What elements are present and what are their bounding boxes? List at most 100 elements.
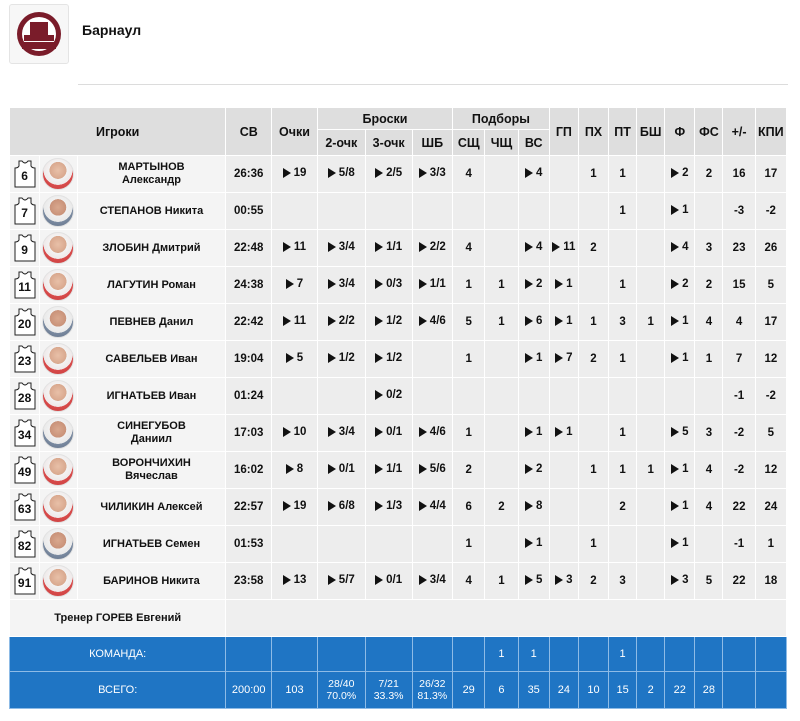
play-icon[interactable] bbox=[375, 242, 384, 252]
play-icon[interactable] bbox=[555, 316, 564, 326]
player-name[interactable]: СТЕПАНОВ Никита bbox=[76, 192, 227, 230]
player-photo[interactable] bbox=[39, 340, 78, 378]
avatar[interactable] bbox=[42, 380, 75, 412]
player-photo[interactable] bbox=[39, 303, 78, 341]
play-icon[interactable] bbox=[327, 242, 336, 252]
stat-reb[interactable]: 1 bbox=[517, 340, 550, 378]
avatar[interactable] bbox=[42, 343, 75, 375]
stat-f[interactable]: 1 bbox=[664, 340, 696, 378]
play-icon[interactable] bbox=[418, 168, 427, 178]
play-icon[interactable] bbox=[285, 279, 294, 289]
stat-f[interactable]: 1 bbox=[664, 192, 696, 230]
stat-f[interactable]: 2 bbox=[664, 266, 696, 304]
play-icon[interactable] bbox=[282, 316, 291, 326]
player-name[interactable]: САВЕЛЬЕВ Иван bbox=[76, 340, 227, 378]
stat-f[interactable]: 3 bbox=[664, 562, 696, 600]
play-icon[interactable] bbox=[524, 316, 533, 326]
col-fouls[interactable]: Ф bbox=[664, 107, 696, 156]
col-turnovers[interactable]: ПХ bbox=[577, 107, 610, 156]
player-photo[interactable] bbox=[39, 451, 78, 489]
play-icon[interactable] bbox=[282, 242, 291, 252]
player-name-line1[interactable]: ЛАГУТИН Роман bbox=[107, 278, 196, 291]
stat-f[interactable]: 1 bbox=[664, 488, 696, 526]
play-icon[interactable] bbox=[375, 575, 384, 585]
avatar[interactable] bbox=[42, 491, 75, 523]
stat-reb[interactable]: 1 bbox=[517, 525, 550, 563]
player-name-line1[interactable]: ВОРОНЧИХИН bbox=[112, 457, 191, 469]
play-icon[interactable] bbox=[375, 501, 384, 511]
stat-two[interactable]: 5/7 bbox=[316, 562, 366, 600]
play-icon[interactable] bbox=[375, 316, 384, 326]
player-name-line1[interactable]: ЗЛОБИН Дмитрий bbox=[102, 241, 201, 254]
play-icon[interactable] bbox=[671, 538, 680, 548]
play-icon[interactable] bbox=[327, 168, 336, 178]
player-name-line1[interactable]: МАРТЫНОВ bbox=[118, 161, 185, 173]
player-name[interactable]: БАРИНОВ Никита bbox=[76, 562, 227, 600]
play-icon[interactable] bbox=[555, 279, 564, 289]
stat-three[interactable]: 1/1 bbox=[364, 451, 413, 489]
col-plus-minus[interactable]: +/- bbox=[722, 107, 756, 156]
player-name-line1[interactable]: БАРИНОВ Никита bbox=[103, 574, 200, 587]
play-icon[interactable] bbox=[327, 501, 336, 511]
avatar[interactable] bbox=[42, 417, 75, 449]
stat-two[interactable]: 6/8 bbox=[316, 488, 366, 526]
player-name[interactable]: СИНЕГУБОВ Даниил bbox=[76, 414, 227, 452]
stat-f[interactable]: 2 bbox=[664, 155, 696, 193]
player-photo[interactable] bbox=[39, 155, 78, 193]
col-points[interactable]: Очки bbox=[271, 107, 318, 156]
player-row[interactable]: 63 ЧИЛИКИН Алексей 22:57 19 6/8 1/3 4/4 6 2 8 2 1 4 2… bbox=[8, 488, 788, 526]
player-row[interactable]: 23 САВЕЛЬЕВ Иван 19:04 5 1/2 1/2 1 1 7 2 1 1 1 7 12 bbox=[8, 340, 788, 378]
avatar[interactable] bbox=[42, 158, 75, 190]
stat-three[interactable]: 0/3 bbox=[364, 266, 413, 304]
play-icon[interactable] bbox=[555, 427, 564, 437]
play-icon[interactable] bbox=[671, 242, 680, 252]
avatar[interactable] bbox=[42, 528, 75, 560]
stat-ast[interactable]: 1 bbox=[548, 414, 579, 452]
stat-reb[interactable]: 8 bbox=[517, 488, 550, 526]
col-minutes[interactable]: СВ bbox=[225, 107, 273, 156]
stat-ast[interactable]: 7 bbox=[548, 340, 579, 378]
play-icon[interactable] bbox=[375, 279, 384, 289]
avatar[interactable] bbox=[42, 306, 75, 338]
stat-f[interactable]: 1 bbox=[664, 451, 696, 489]
play-icon[interactable] bbox=[327, 316, 336, 326]
col-total-rebounds[interactable]: ВС bbox=[517, 129, 550, 156]
play-icon[interactable] bbox=[327, 575, 336, 585]
player-name-line1[interactable]: СТЕПАНОВ Никита bbox=[99, 204, 204, 217]
play-icon[interactable] bbox=[671, 205, 680, 215]
stat-three[interactable]: 2/5 bbox=[364, 155, 413, 193]
stat-two[interactable]: 3/4 bbox=[316, 229, 366, 267]
stat-reb[interactable]: 4 bbox=[517, 229, 550, 267]
stat-reb[interactable]: 1 bbox=[517, 414, 550, 452]
play-icon[interactable] bbox=[524, 575, 533, 585]
col-off-rebounds[interactable]: ЧЩ bbox=[484, 129, 519, 156]
play-icon[interactable] bbox=[375, 464, 384, 474]
play-icon[interactable] bbox=[555, 575, 564, 585]
player-name[interactable]: ВОРОНЧИХИН Вячеслав bbox=[76, 451, 227, 489]
col-def-rebounds[interactable]: СЩ bbox=[452, 129, 486, 156]
play-icon[interactable] bbox=[282, 575, 291, 585]
stat-ft[interactable]: 3/3 bbox=[411, 155, 454, 193]
stat-three[interactable]: 0/1 bbox=[364, 562, 413, 600]
col-two-pointers[interactable]: 2-очк bbox=[316, 129, 366, 156]
play-icon[interactable] bbox=[418, 279, 427, 289]
col-blocks[interactable]: БШ bbox=[636, 107, 666, 156]
player-photo[interactable] bbox=[39, 192, 78, 230]
play-icon[interactable] bbox=[327, 464, 336, 474]
play-icon[interactable] bbox=[327, 353, 336, 363]
player-name[interactable]: ЛАГУТИН Роман bbox=[76, 266, 227, 304]
player-name-line1[interactable]: ПЕВНЕВ Данил bbox=[109, 315, 194, 328]
col-three-pointers[interactable]: 3-очк bbox=[364, 129, 413, 156]
play-icon[interactable] bbox=[552, 242, 561, 252]
play-icon[interactable] bbox=[524, 464, 533, 474]
play-icon[interactable] bbox=[671, 501, 680, 511]
player-photo[interactable] bbox=[39, 229, 78, 267]
play-icon[interactable] bbox=[418, 575, 427, 585]
col-assists[interactable]: ГП bbox=[548, 107, 579, 156]
stat-reb[interactable]: 2 bbox=[517, 266, 550, 304]
player-row[interactable]: 7 СТЕПАНОВ Никита 00:55 1 1 -3 -2 bbox=[8, 192, 788, 230]
player-photo[interactable] bbox=[39, 414, 78, 452]
player-name[interactable]: МАРТЫНОВ Александр bbox=[76, 155, 227, 193]
play-icon[interactable] bbox=[282, 427, 291, 437]
player-name[interactable]: ИГНАТЬЕВ Семен bbox=[76, 525, 227, 563]
